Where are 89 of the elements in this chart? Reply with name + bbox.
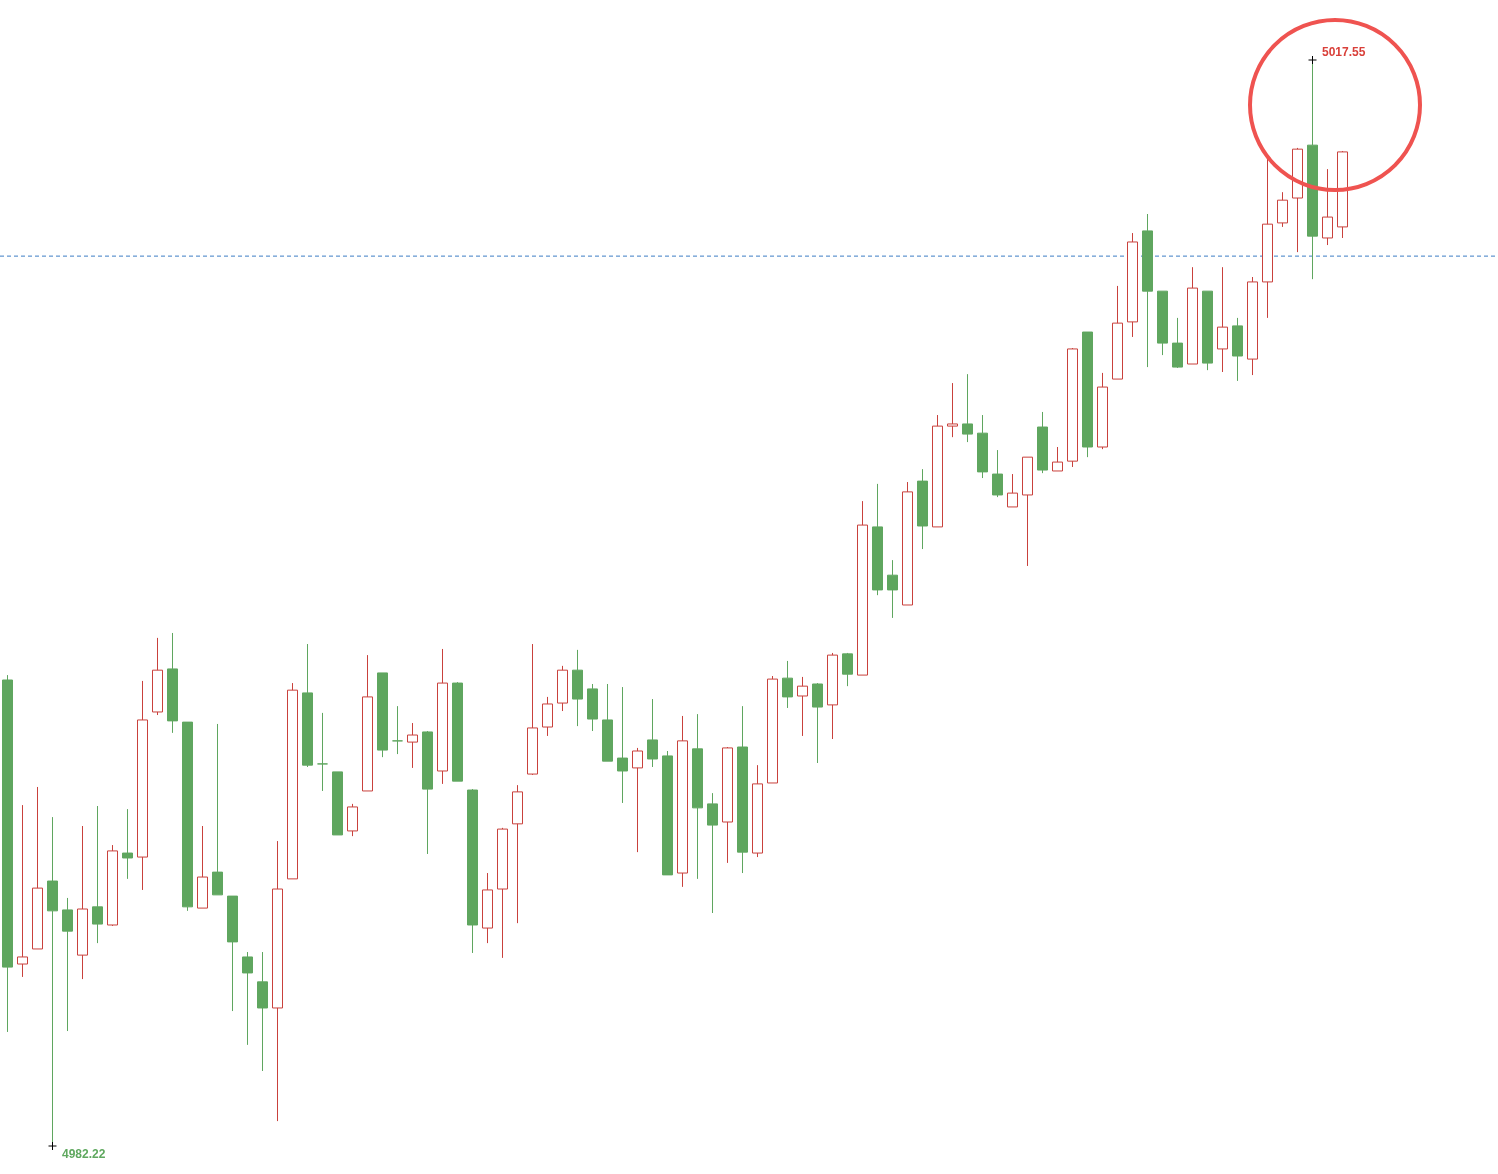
- candlestick: [617, 686, 628, 804]
- candlestick: [722, 746, 733, 864]
- candlestick: [752, 764, 763, 858]
- candlestick: [512, 784, 523, 924]
- candlestick: [872, 483, 883, 596]
- candlestick: [1217, 266, 1228, 373]
- candlestick: [1277, 191, 1288, 228]
- candlestick: [77, 825, 88, 980]
- candlestick: [1127, 232, 1138, 338]
- candlestick: [992, 449, 1003, 498]
- candlestick: [167, 632, 178, 734]
- candlestick: [977, 414, 988, 479]
- candlestick: [302, 643, 313, 768]
- candlestick: [1007, 473, 1018, 508]
- candlestick: [1202, 290, 1213, 371]
- candlestick: [62, 897, 73, 1032]
- candlestick: [467, 788, 478, 954]
- candlestick: [197, 825, 208, 909]
- candlestick: [1142, 213, 1153, 368]
- candlestick: [272, 840, 283, 1122]
- candlestick: [1292, 147, 1303, 253]
- candlestick: [422, 730, 433, 855]
- candlestick: [1067, 347, 1078, 468]
- candlestick: [557, 665, 568, 712]
- candlestick: [242, 951, 253, 1046]
- candlestick: [962, 373, 973, 443]
- candlestick: [32, 786, 43, 950]
- candlestick: [452, 681, 463, 782]
- candlestick: [107, 844, 118, 927]
- candlestick: [887, 559, 898, 619]
- candlestick: [1337, 150, 1348, 239]
- candlestick: [932, 414, 943, 528]
- candlestick: [917, 468, 928, 550]
- candlestick: [692, 713, 703, 880]
- candlestick: [947, 382, 958, 438]
- candlestick: [362, 654, 373, 792]
- candlestick: [257, 951, 268, 1072]
- candlestick: [92, 805, 103, 944]
- candlestick: [1172, 317, 1183, 369]
- candlestick: [1037, 411, 1048, 474]
- candlestick: [332, 771, 343, 836]
- candlestick: [602, 683, 613, 762]
- candlestick: [482, 872, 493, 944]
- candlestick: [1247, 276, 1258, 376]
- candlestick: [737, 705, 748, 874]
- candlestick: [527, 643, 538, 776]
- candlestick: [1097, 372, 1108, 450]
- candlestick: [407, 722, 418, 769]
- candlestick: [212, 723, 223, 896]
- candlestick: [1187, 266, 1198, 365]
- candlestick: [152, 637, 163, 716]
- candlestick: [587, 683, 598, 732]
- candlestick: [677, 715, 688, 888]
- candlestick: [1112, 285, 1123, 380]
- candlestick: [572, 649, 583, 727]
- candlestick: [377, 672, 388, 758]
- candlestick: [767, 675, 778, 784]
- candlestick: [857, 500, 868, 676]
- candlestick: [782, 660, 793, 709]
- candlestick: [122, 808, 133, 880]
- candlestick: [542, 696, 553, 737]
- candlestick: [1022, 456, 1033, 567]
- text: 4982.22: [62, 1147, 106, 1161]
- candlestick: [392, 705, 403, 755]
- candlestick: [17, 804, 28, 978]
- candlestick: [812, 682, 823, 764]
- candlestick: [227, 895, 238, 1012]
- candlestick: [632, 747, 643, 853]
- candlestick: [317, 712, 328, 792]
- candlestick: [662, 750, 673, 876]
- candlestick: [347, 803, 358, 837]
- candlestick: [797, 676, 808, 737]
- candlestick: [902, 481, 913, 606]
- candlestick: [1322, 168, 1333, 246]
- candlestick: [707, 792, 718, 914]
- candlestick: [137, 680, 148, 891]
- candlestick: [1157, 290, 1168, 356]
- candlestick: [647, 698, 658, 768]
- candlestick: [827, 652, 838, 740]
- candlestick: [287, 682, 298, 880]
- candlestick: [1082, 331, 1093, 458]
- candlestick: [2, 674, 13, 1033]
- candlestick: [1232, 317, 1243, 382]
- candlestick: [497, 827, 508, 959]
- candlestick: [182, 721, 193, 912]
- candlestick: [437, 648, 448, 785]
- candlestick: [842, 652, 853, 687]
- text: 5017.55: [1322, 45, 1366, 59]
- candlestick: [1052, 446, 1063, 472]
